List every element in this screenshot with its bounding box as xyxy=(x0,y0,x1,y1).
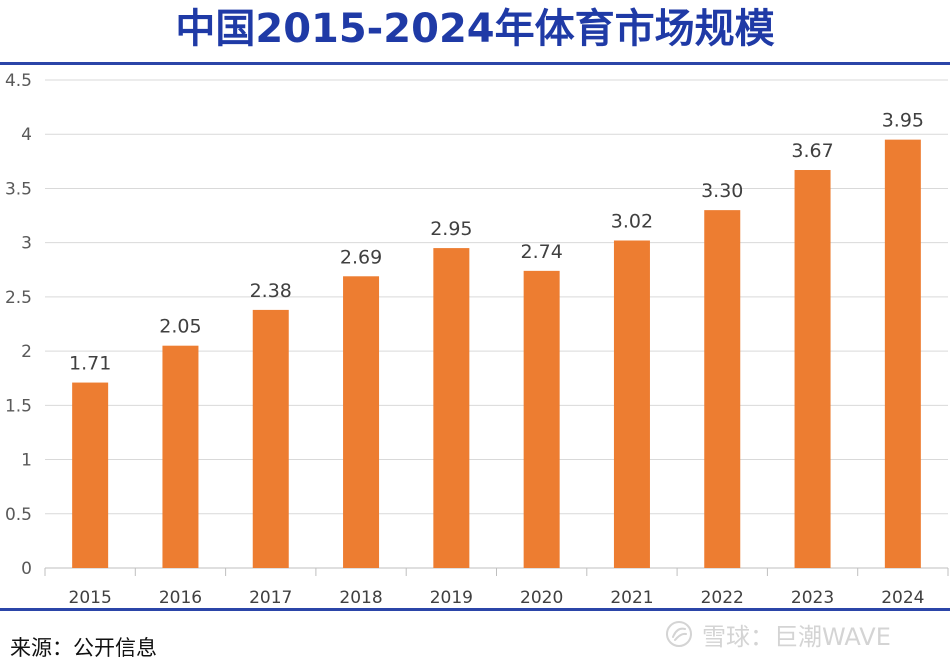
bar xyxy=(433,248,470,569)
bar xyxy=(72,382,109,568)
chart-title: 中国2015-2024年体育市场规模 xyxy=(175,6,775,52)
y-tick-label: 1.5 xyxy=(5,396,32,416)
data-label: 1.71 xyxy=(69,353,111,375)
bar-chart: 0 0.5 1 1.5 2 2.5 3 3.5 4 4.5 1.71 2.05 2.38 2.69 2.9… xyxy=(5,71,949,605)
bar xyxy=(704,210,741,568)
x-tick-label: 2017 xyxy=(249,588,292,605)
bar xyxy=(794,170,831,568)
y-tick-label: 0.5 xyxy=(5,505,32,525)
x-tick-label: 2024 xyxy=(881,588,924,605)
bar xyxy=(343,276,380,568)
data-label: 2.69 xyxy=(340,246,382,268)
bottom-divider xyxy=(0,608,950,611)
data-label: 3.02 xyxy=(611,210,653,232)
bars xyxy=(72,139,921,569)
x-tick-label: 2020 xyxy=(520,588,563,605)
y-tick-label: 4.5 xyxy=(5,71,32,91)
data-label: 2.74 xyxy=(520,241,562,263)
x-tick-label: 2015 xyxy=(69,588,112,605)
data-label: 3.95 xyxy=(882,110,924,132)
y-tick-label: 2.5 xyxy=(5,288,32,308)
source-note: 来源：公开信息 xyxy=(10,636,157,660)
data-label: 2.05 xyxy=(159,316,201,338)
y-tick-label: 1 xyxy=(21,451,32,471)
x-tick-label: 2023 xyxy=(791,588,834,605)
data-label: 2.38 xyxy=(250,280,292,302)
y-tick-label: 3.5 xyxy=(5,179,32,199)
value-labels: 1.71 2.05 2.38 2.69 2.95 2.74 3.02 3.30 3.67 3.95 xyxy=(69,110,924,375)
y-tick-label: 0 xyxy=(21,559,32,579)
y-tick-label: 4 xyxy=(21,125,32,145)
data-label: 3.30 xyxy=(701,180,743,202)
x-tick-label: 2021 xyxy=(610,588,653,605)
data-label: 2.95 xyxy=(430,218,472,240)
bar xyxy=(252,309,289,568)
watermark-text: 雪球：巨潮WAVE xyxy=(702,622,891,651)
x-tick-label: 2019 xyxy=(430,588,473,605)
top-divider xyxy=(0,62,950,65)
snowball-logo-icon xyxy=(666,621,692,647)
bar xyxy=(523,270,560,568)
y-tick-label: 3 xyxy=(21,234,32,254)
data-label: 3.67 xyxy=(791,140,833,162)
watermark: 雪球：巨潮WAVE xyxy=(664,616,891,652)
x-tick-label: 2016 xyxy=(159,588,202,605)
x-axis-ticks: 2015 2016 2017 2018 2019 2020 2021 2022 2023 2024 xyxy=(69,588,925,605)
y-tick-label: 2 xyxy=(21,342,32,362)
x-tick-label: 2022 xyxy=(701,588,744,605)
x-tick-label: 2018 xyxy=(339,588,382,605)
bar xyxy=(613,240,650,568)
y-axis-ticks: 0 0.5 1 1.5 2 2.5 3 3.5 4 4.5 xyxy=(5,71,32,579)
bar xyxy=(884,139,921,568)
bar xyxy=(162,345,199,568)
